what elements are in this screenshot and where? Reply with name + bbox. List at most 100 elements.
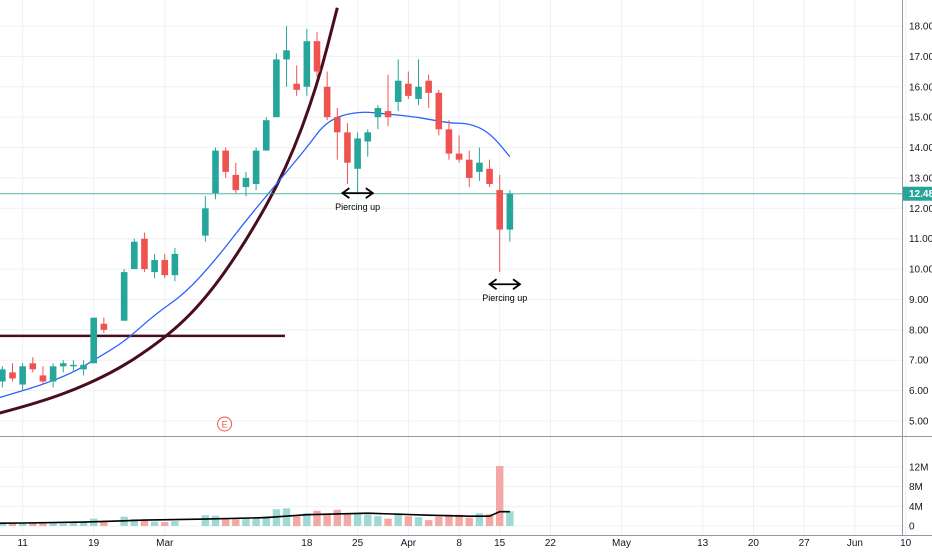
volume-bar xyxy=(455,514,463,526)
price-tick-label: 7.00 xyxy=(909,356,929,367)
volume-bar xyxy=(343,513,352,526)
volume-tick-label: 12M xyxy=(909,463,928,474)
candle-body xyxy=(435,92,443,130)
volume-bar xyxy=(59,523,67,526)
price-tick-label: 18.00 xyxy=(909,22,932,33)
earnings-marker[interactable] xyxy=(217,416,233,432)
price-tick-label: 15.00 xyxy=(909,113,932,124)
candle-body xyxy=(445,129,453,154)
volume-bar xyxy=(475,513,484,526)
volume-bar xyxy=(161,522,169,526)
volume-bar xyxy=(485,514,494,526)
candle-body xyxy=(90,317,97,364)
moving-average-line xyxy=(0,111,511,399)
volume-bar xyxy=(221,518,230,526)
arrow-head-left xyxy=(488,278,498,291)
candle-body xyxy=(70,364,77,367)
time-tick-label: 18 xyxy=(301,538,313,549)
candle-body xyxy=(262,120,270,151)
volume-bar xyxy=(100,521,108,526)
volume-bar xyxy=(445,514,453,526)
time-tick-label: 13 xyxy=(697,538,709,549)
candle-body xyxy=(496,190,503,230)
volume-bar xyxy=(303,513,311,526)
time-tick-label: 15 xyxy=(494,538,506,549)
volume-bar xyxy=(69,523,78,526)
price-tick-label: 17.00 xyxy=(909,52,932,63)
volume-bar xyxy=(506,511,514,526)
candle-body xyxy=(141,238,148,270)
price-tick-label: 11.00 xyxy=(909,234,932,245)
candle-body xyxy=(29,363,37,370)
volume-bar xyxy=(49,523,57,526)
candle-body xyxy=(374,108,382,118)
candle-body xyxy=(273,59,280,118)
candle-body xyxy=(80,364,87,370)
candle-body xyxy=(19,366,26,385)
volume-bar xyxy=(323,513,331,526)
volume-bar xyxy=(242,518,250,526)
candle-body xyxy=(334,117,341,133)
volume-tick-label: 8M xyxy=(909,482,923,493)
time-tick-label: Mar xyxy=(156,538,174,549)
volume-bar xyxy=(8,523,17,526)
candle-body xyxy=(151,259,158,273)
candle-body xyxy=(344,132,351,163)
annotation-label: Piercing up xyxy=(335,202,380,212)
time-tick-label: 8 xyxy=(456,538,462,549)
volume-bar xyxy=(384,518,392,526)
candle-body xyxy=(283,50,290,60)
candle-body xyxy=(465,159,473,178)
candle-body xyxy=(161,259,169,276)
price-tick-label: 8.00 xyxy=(909,325,929,336)
candle-body xyxy=(354,138,361,169)
candle-body xyxy=(252,150,260,184)
candle-body xyxy=(415,86,422,99)
parabolic-curve xyxy=(0,7,339,415)
volume-bar xyxy=(140,520,149,526)
volume-bar xyxy=(465,517,473,526)
volume-bar xyxy=(353,513,362,526)
volume-bar xyxy=(374,516,382,526)
volume-bar xyxy=(282,508,291,526)
volume-bar xyxy=(252,518,260,526)
time-tick-label: 20 xyxy=(748,538,760,549)
volume-pane xyxy=(0,466,514,526)
volume-bar xyxy=(39,523,47,526)
time-tick-label: 19 xyxy=(88,538,100,549)
volume-bar xyxy=(414,517,423,526)
volume-bar xyxy=(29,522,37,526)
price-tick-label: 12.00 xyxy=(909,204,932,215)
price-tick-label: 5.00 xyxy=(909,417,929,428)
time-tick-label: 11 xyxy=(17,538,28,549)
arrow-head-right xyxy=(512,278,522,291)
volume-tick-label: 0 xyxy=(909,522,915,533)
volume-bar xyxy=(130,519,138,526)
earnings-marker-label: E xyxy=(222,420,228,430)
volume-bar xyxy=(333,509,341,526)
volume-ma-line xyxy=(0,510,510,524)
volume-bar xyxy=(150,521,159,526)
candle-body xyxy=(100,323,108,330)
volume-bar xyxy=(364,514,372,526)
volume-bar xyxy=(262,516,270,526)
volume-bar xyxy=(313,510,321,526)
candle-body xyxy=(59,363,67,367)
volume-bar xyxy=(394,513,402,526)
arrow-head-left xyxy=(340,187,350,199)
last-price-badge xyxy=(903,186,932,201)
price-tick-label: 16.00 xyxy=(909,82,932,93)
time-tick-label: 10 xyxy=(900,538,912,549)
volume-bar xyxy=(404,516,413,526)
volume-bar xyxy=(435,516,443,526)
candle-body xyxy=(0,369,6,382)
candle-body xyxy=(405,83,412,96)
candle-body xyxy=(506,193,514,230)
volume-bar xyxy=(293,516,301,526)
candle-body xyxy=(9,372,16,379)
volume-bar xyxy=(424,520,433,526)
time-tick-label: 22 xyxy=(545,538,557,549)
